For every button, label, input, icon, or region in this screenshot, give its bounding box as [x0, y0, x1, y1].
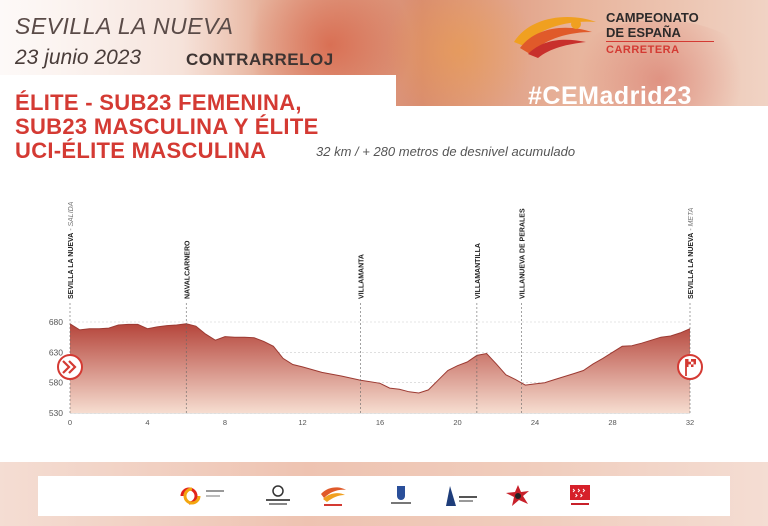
category-panel — [0, 75, 396, 185]
x-tick-label: 32 — [686, 418, 694, 427]
x-tick-label: 0 — [68, 418, 72, 427]
x-tick-label: 8 — [223, 418, 227, 427]
logo-line-3: CARRETERA — [606, 44, 680, 56]
comunidad-madrid-logo-icon — [570, 485, 590, 505]
csd-logo-icon — [180, 487, 224, 505]
x-tick-label: 16 — [376, 418, 384, 427]
x-tick-label: 28 — [608, 418, 616, 427]
header-photo-blob — [560, 20, 760, 106]
race-date: 23 junio 2023 — [15, 46, 142, 69]
waypoint-label: VILLAMANTILLA — [475, 243, 482, 299]
stage-type: CONTRARRELOJ — [186, 50, 334, 69]
elevation-line — [69, 323, 691, 394]
y-tick-label: 680 — [49, 317, 63, 327]
header-photo-blob — [380, 0, 540, 106]
waypoint-label: NAVALCARNERO — [184, 240, 191, 299]
finish-flag-icon — [677, 354, 703, 380]
y-tick-label: 580 — [49, 378, 63, 388]
elevation-profile-chart: 530 580 630 680 SEVILLA LA NUEVA - SALIDA NA… — [49, 201, 703, 427]
championship-logo-icon — [514, 16, 596, 58]
x-tick-label: 24 — [531, 418, 539, 427]
x-tick-label: 20 — [453, 418, 461, 427]
x-tick-label: 4 — [145, 418, 149, 427]
waypoint-label: SEVILLA LA NUEVA - META — [688, 207, 695, 299]
logo-line-2: DE ESPAÑA — [606, 25, 681, 40]
category-line-2: SUB23 MASCULINA Y ÉLITE — [15, 114, 319, 139]
logo-line-1: CAMPEONATO — [606, 10, 699, 25]
y-tick-label: 630 — [49, 347, 63, 357]
category-line-1: ÉLITE - SUB23 FEMENINA, — [15, 90, 302, 115]
route-summary: 32 km / + 280 metros de desnivel acumula… — [316, 144, 576, 159]
category-line-3: UCI-ÉLITE MASCULINA — [15, 138, 267, 163]
venue-title: SEVILLA LA NUEVA — [15, 13, 234, 39]
villa-del-prado-logo-icon — [446, 486, 477, 506]
mad-logo-icon — [266, 485, 290, 505]
ayuntamiento-logo-icon — [391, 486, 411, 504]
x-tick-label: 12 — [298, 418, 306, 427]
y-tick-label: 530 — [49, 408, 63, 418]
waypoint-label: VILLAMANTA — [359, 254, 366, 299]
rfec-ciclismo-logo-icon — [321, 487, 346, 506]
bike-logo-icon — [506, 485, 529, 506]
elevation-area — [70, 323, 690, 413]
sponsor-bar — [38, 476, 730, 516]
waypoint-label: SEVILLA LA NUEVA - SALIDA — [68, 201, 75, 299]
start-marker-icon — [57, 354, 83, 380]
logo-divider — [606, 41, 714, 42]
waypoint-label: VILLANUEVA DE PERALES — [519, 208, 526, 299]
event-hashtag: #CEMadrid23 — [528, 82, 692, 110]
